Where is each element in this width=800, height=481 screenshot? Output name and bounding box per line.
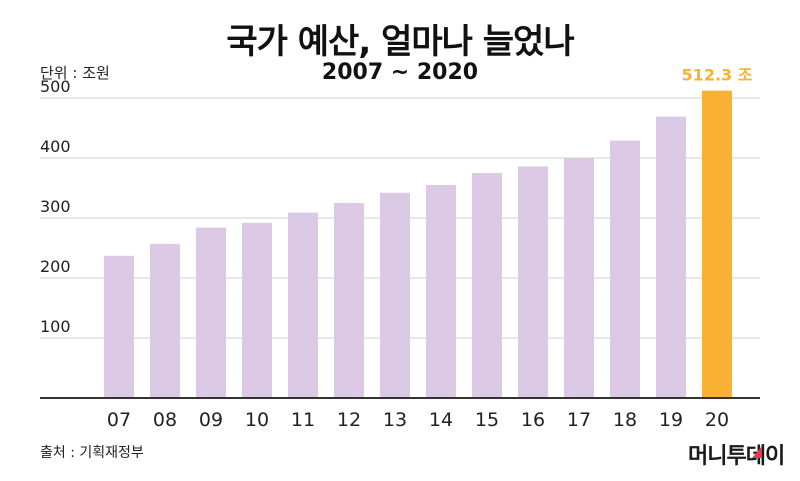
highlight-value-label: 512.3 조 bbox=[682, 66, 753, 85]
bar bbox=[610, 140, 640, 398]
x-tick-label: 15 bbox=[475, 409, 499, 431]
y-tick-label: 400 bbox=[40, 137, 71, 156]
chart-title: 국가 예산, 얼마나 늘었나 bbox=[226, 22, 574, 62]
bar bbox=[334, 203, 364, 398]
source-label: 출처 : 기획재정부 bbox=[40, 445, 144, 461]
x-tick-labels: 07 08 09 10 11 12 13 14 15 16 17 18 19 20 bbox=[107, 409, 729, 431]
y-tick-labels: 100 200 300 400 500 bbox=[40, 77, 71, 336]
x-tick-label: 20 bbox=[705, 409, 729, 431]
x-tick-label: 08 bbox=[153, 409, 177, 431]
y-tick-label: 200 bbox=[40, 257, 71, 276]
x-tick-label: 13 bbox=[383, 409, 407, 431]
x-tick-label: 09 bbox=[199, 409, 223, 431]
bars bbox=[104, 90, 732, 399]
x-tick-label: 18 bbox=[613, 409, 637, 431]
x-tick-label: 11 bbox=[291, 409, 315, 431]
publisher-logo: 머니투데이 bbox=[688, 444, 785, 469]
bar bbox=[288, 212, 318, 398]
bar bbox=[104, 255, 134, 398]
y-tick-label: 300 bbox=[40, 197, 71, 216]
bar bbox=[656, 116, 686, 398]
x-tick-label: 12 bbox=[337, 409, 361, 431]
x-tick-label: 07 bbox=[107, 409, 131, 431]
x-tick-label: 19 bbox=[659, 409, 683, 431]
chart-subtitle: 2007 ~ 2020 bbox=[321, 60, 479, 85]
x-tick-label: 16 bbox=[521, 409, 545, 431]
bar bbox=[518, 166, 548, 398]
bar bbox=[472, 173, 502, 398]
logo-mark-icon bbox=[752, 446, 762, 458]
x-tick-label: 17 bbox=[567, 409, 591, 431]
bar bbox=[380, 192, 410, 398]
unit-label: 단위 : 조원 bbox=[40, 64, 110, 82]
x-tick-label: 14 bbox=[429, 409, 453, 431]
bar-highlight bbox=[702, 90, 732, 399]
y-tick-label: 100 bbox=[40, 317, 71, 336]
bar bbox=[564, 158, 594, 398]
bar bbox=[150, 243, 180, 398]
x-tick-label: 10 bbox=[245, 409, 269, 431]
y-tick-label: 500 bbox=[40, 77, 71, 96]
bar bbox=[196, 227, 226, 398]
bar bbox=[426, 185, 456, 398]
bar bbox=[242, 222, 272, 398]
